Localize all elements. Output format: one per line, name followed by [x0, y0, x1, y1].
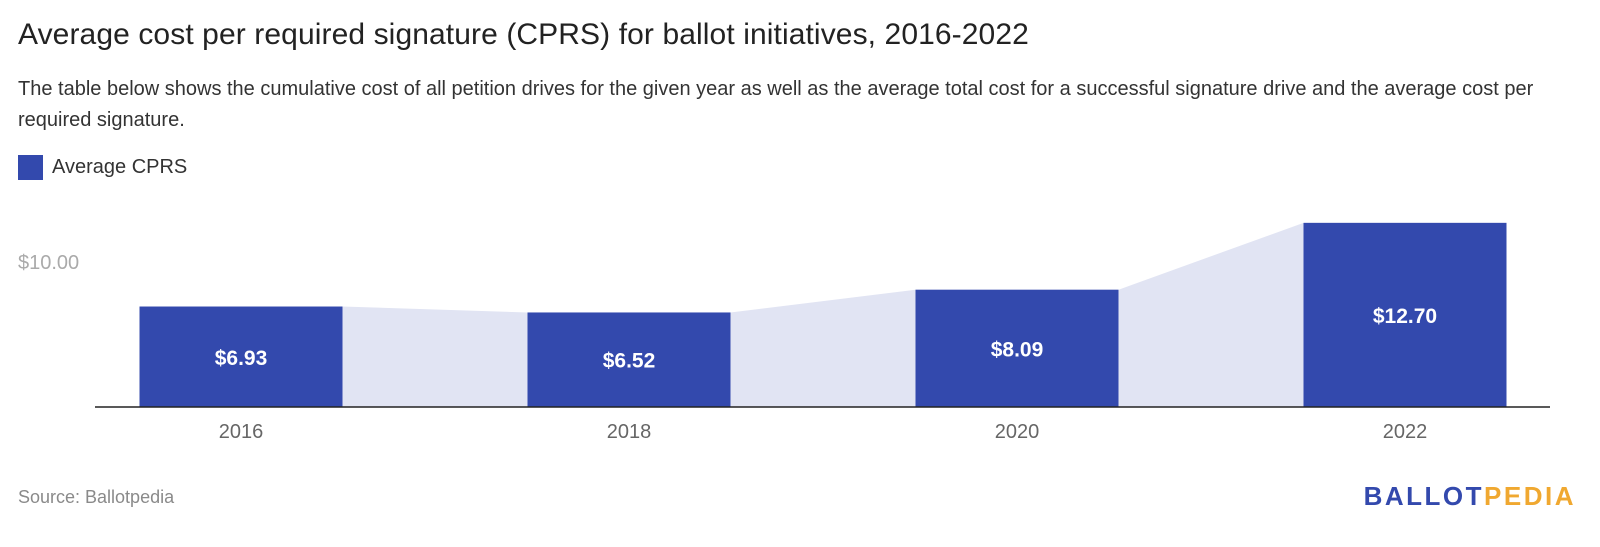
x-tick-label-2018: 2018 — [607, 421, 652, 443]
bar-value-label-2016: $6.93 — [215, 347, 268, 370]
x-tick-label-2016: 2016 — [219, 421, 264, 443]
bar-value-label-2022: $12.70 — [1373, 305, 1437, 328]
y-tick-label: $10.00 — [18, 252, 79, 274]
chart-subtitle: The table below shows the cumulative cos… — [18, 78, 1534, 131]
x-tick-label-2020: 2020 — [995, 421, 1040, 443]
bar-2020 — [915, 289, 1119, 407]
bar-value-label-2020: $8.09 — [991, 338, 1044, 361]
bar-value-label-2018: $6.52 — [603, 350, 656, 373]
legend-label-average-cprs: Average CPRS — [52, 156, 188, 178]
legend: Average CPRS — [18, 155, 187, 180]
ballotpedia-logo: BALLOTPEDIA — [1364, 481, 1576, 512]
bar-2022 — [1303, 222, 1507, 407]
x-tick-label-2022: 2022 — [1383, 421, 1428, 443]
bar-2018 — [527, 312, 731, 407]
legend-swatch-average-cprs — [18, 155, 43, 180]
logo-part-pedia: PEDIA — [1484, 481, 1576, 511]
bar-chart: $10.00 $6.93 2016 $6.52 2018 $8.09 2020 $12.70 2… — [18, 222, 1550, 443]
bar-2016 — [139, 306, 343, 407]
chart-title: Average cost per required signature (CPR… — [18, 18, 1029, 51]
connector-area — [139, 222, 1507, 407]
logo-part-ballot: BALLOT — [1363, 481, 1485, 511]
source-note: Source: Ballotpedia — [18, 487, 175, 507]
